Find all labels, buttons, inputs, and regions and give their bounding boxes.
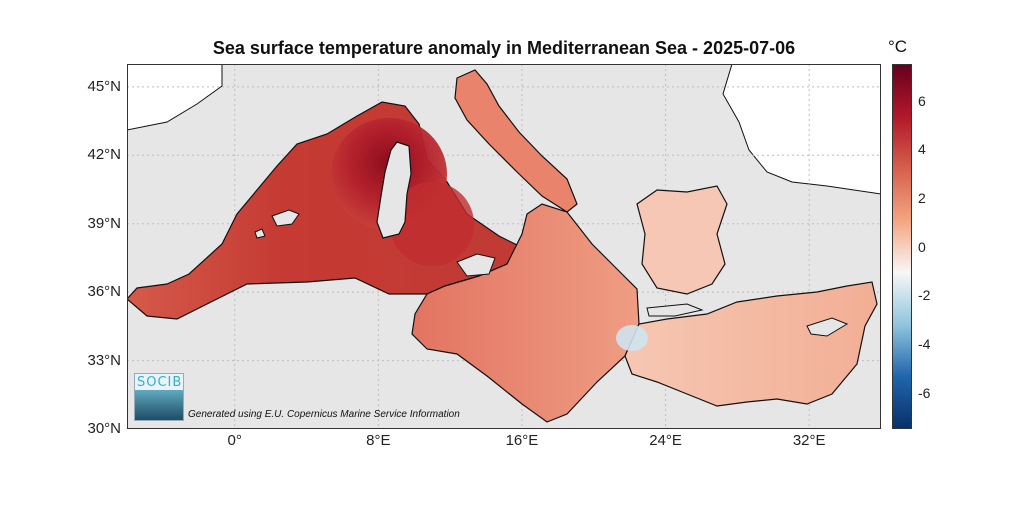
lat-tick-label: 36°N: [87, 283, 121, 301]
colorbar: [892, 64, 912, 429]
sicily-island: [456, 253, 496, 277]
balearic-islands: [271, 209, 300, 227]
colorbar-tick-label: -4: [918, 335, 931, 352]
colorbar-tick-label: -2: [918, 287, 931, 304]
colorbar-tick-label: 0: [918, 238, 926, 255]
cool-anomaly-patch: [616, 325, 648, 351]
lat-tick-label: 30°N: [87, 420, 121, 437]
lon-tick-label: 8°E: [366, 432, 391, 449]
map-title: Sea surface temperature anomaly in Medit…: [212, 38, 796, 58]
map-frame: [127, 64, 881, 429]
lat-tick-label: 33°N: [87, 351, 121, 369]
colorbar-tick-label: 2: [918, 189, 926, 206]
lon-tick-label: 0°: [227, 432, 242, 449]
colorbar-tick-label: 6: [918, 92, 926, 109]
corsica-sardinia-island: [376, 141, 412, 239]
data-credit: Generated using E.U. Copernicus Marine S…: [188, 409, 460, 420]
colorbar-tick-label: -6: [918, 384, 931, 401]
colorbar-tick-label: 4: [918, 141, 926, 158]
lon-tick-label: 16°E: [505, 432, 539, 449]
balearic-islands-small: [254, 228, 266, 239]
colorbar-unit: °C: [888, 37, 908, 56]
aegean-sea: [636, 185, 728, 295]
lat-tick-label: 39°N: [87, 214, 121, 232]
socib-logo-text: SOCIB: [137, 375, 183, 390]
cyprus-island: [806, 317, 849, 337]
lon-tick-label: 32°E: [792, 432, 826, 449]
lat-tick-label: 45°N: [87, 77, 121, 95]
socib-logo: SOCIB: [134, 373, 184, 421]
atlantic-region: [127, 64, 223, 131]
sst-anomaly-map: [127, 64, 881, 429]
adriatic-sea: [454, 69, 578, 213]
lat-tick-label: 42°N: [87, 146, 121, 164]
lon-tick-label: 24°E: [649, 432, 682, 449]
crete-island: [646, 303, 704, 317]
black-sea-region: [722, 64, 881, 195]
eastern-mediterranean: [624, 281, 878, 407]
tyrrhenian-warm: [390, 182, 474, 266]
